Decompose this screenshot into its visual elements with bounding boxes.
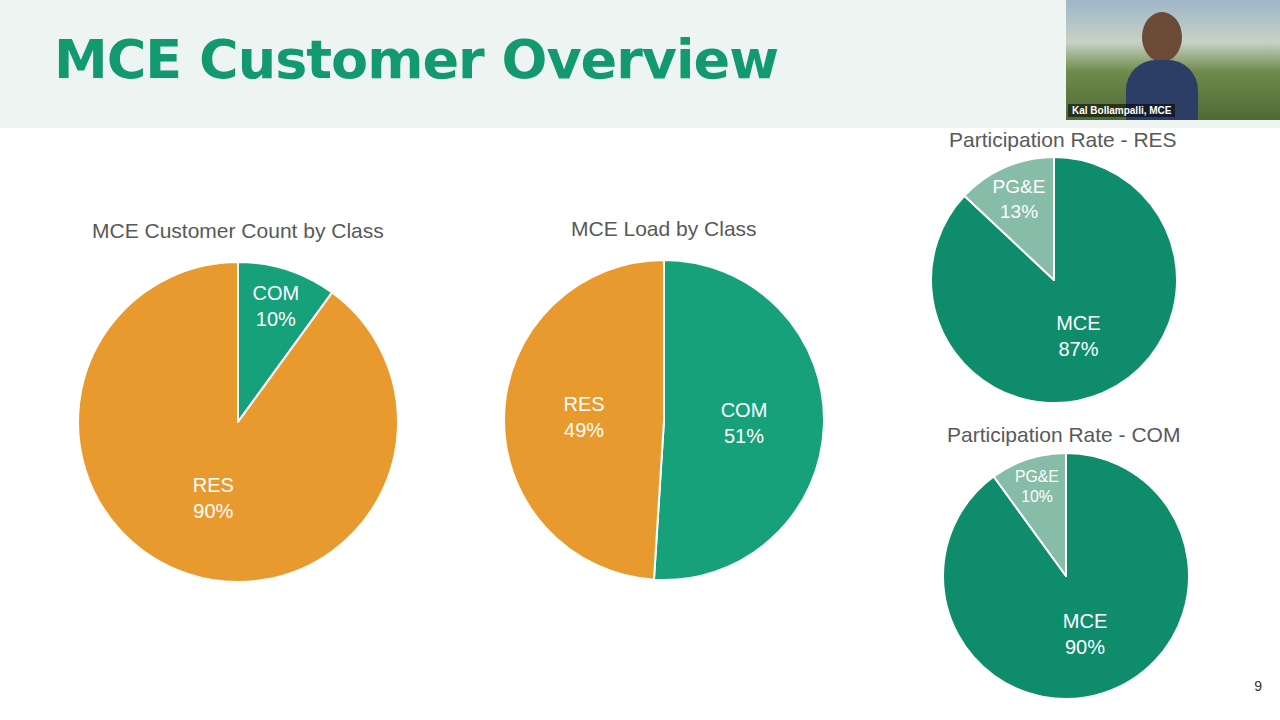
svg-text:Participation Rate - COM: Participation Rate - COM <box>947 423 1180 446</box>
svg-text:MCE Load by Class: MCE Load by Class <box>571 217 757 240</box>
svg-text:MCE90%: MCE90% <box>1063 610 1107 658</box>
svg-text:RES49%: RES49% <box>563 393 604 441</box>
html-text:Kal Bollampalli, MCE: Kal Bollampalli, MCE <box>1072 105 1172 116</box>
svg-text:PG&E13%: PG&E13% <box>993 176 1046 222</box>
svg-text:PG&E10%: PG&E10% <box>1015 468 1059 506</box>
svg-text:Participation Rate - RES: Participation Rate - RES <box>949 128 1177 151</box>
svg-text:COM51%: COM51% <box>721 399 768 447</box>
svg-text:MCE87%: MCE87% <box>1056 312 1100 360</box>
svg-text:RES90%: RES90% <box>193 474 234 522</box>
html-text:9: 9 <box>1254 678 1262 694</box>
svg-text:MCE Customer Count by Class: MCE Customer Count by Class <box>92 219 384 242</box>
html-text:MCE Customer Overview: MCE Customer Overview <box>54 28 779 91</box>
svg-text:COM10%: COM10% <box>252 282 299 330</box>
